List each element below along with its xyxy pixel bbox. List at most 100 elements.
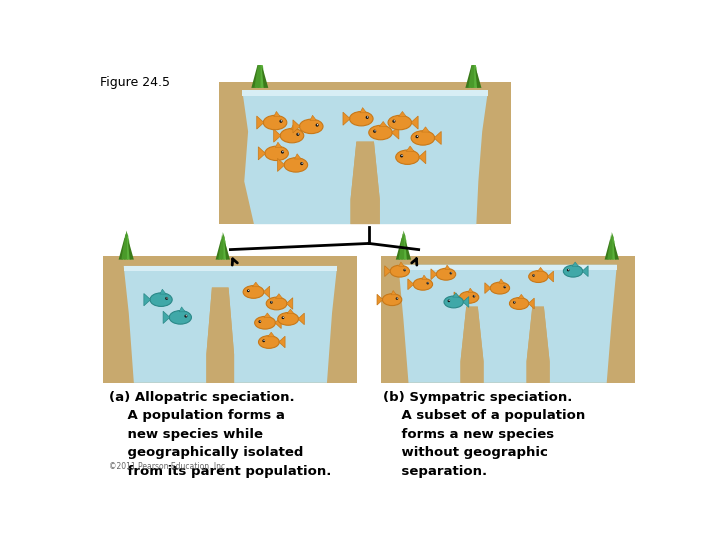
Polygon shape (461, 307, 484, 383)
Polygon shape (122, 233, 127, 260)
Circle shape (397, 298, 398, 299)
Text: ©2011 Pearson Education, Inc.: ©2011 Pearson Education, Inc. (109, 462, 228, 471)
Circle shape (282, 151, 284, 152)
Circle shape (258, 320, 261, 323)
Ellipse shape (563, 265, 582, 277)
Polygon shape (124, 266, 337, 383)
Circle shape (166, 298, 168, 299)
Circle shape (283, 317, 284, 318)
Text: (b) Sympatric speciation.
    A subset of a population
    forms a new species
 : (b) Sympatric speciation. A subset of a … (383, 390, 585, 477)
Polygon shape (274, 129, 281, 142)
Circle shape (396, 298, 398, 300)
Ellipse shape (382, 294, 402, 306)
Polygon shape (398, 265, 617, 270)
Polygon shape (607, 235, 613, 260)
Ellipse shape (510, 298, 529, 309)
Ellipse shape (490, 282, 510, 294)
Circle shape (184, 315, 187, 318)
Polygon shape (275, 142, 282, 147)
Polygon shape (471, 57, 476, 88)
Polygon shape (287, 309, 294, 314)
Polygon shape (548, 271, 554, 282)
Polygon shape (610, 232, 613, 260)
Polygon shape (401, 231, 405, 260)
Circle shape (532, 274, 535, 277)
Polygon shape (499, 279, 504, 284)
Polygon shape (310, 115, 317, 120)
Polygon shape (242, 90, 488, 96)
Polygon shape (163, 311, 170, 323)
Circle shape (281, 151, 284, 153)
Polygon shape (418, 151, 426, 164)
Polygon shape (179, 307, 185, 312)
Polygon shape (160, 289, 166, 294)
Circle shape (448, 300, 450, 302)
Circle shape (317, 124, 318, 125)
Polygon shape (264, 313, 271, 318)
Polygon shape (276, 294, 282, 298)
Polygon shape (392, 126, 399, 139)
Polygon shape (223, 236, 228, 260)
Ellipse shape (169, 310, 192, 324)
Polygon shape (445, 265, 450, 269)
Polygon shape (422, 275, 427, 279)
Ellipse shape (390, 265, 410, 277)
Polygon shape (518, 294, 525, 299)
Polygon shape (360, 107, 366, 113)
Polygon shape (225, 241, 230, 260)
Polygon shape (475, 68, 482, 88)
Polygon shape (343, 112, 350, 125)
Polygon shape (572, 262, 578, 266)
Polygon shape (277, 158, 284, 171)
Polygon shape (279, 336, 285, 348)
Polygon shape (294, 154, 301, 159)
Polygon shape (268, 332, 274, 337)
Circle shape (513, 301, 516, 303)
Circle shape (426, 282, 429, 285)
Ellipse shape (258, 336, 279, 348)
Polygon shape (215, 239, 223, 260)
Ellipse shape (436, 268, 456, 280)
Polygon shape (526, 307, 549, 383)
Circle shape (374, 130, 376, 132)
Polygon shape (207, 287, 234, 383)
Polygon shape (453, 293, 459, 297)
Polygon shape (405, 240, 411, 260)
Polygon shape (119, 238, 127, 260)
Circle shape (315, 124, 319, 127)
Ellipse shape (243, 286, 264, 298)
Circle shape (401, 155, 402, 156)
Polygon shape (261, 60, 265, 88)
Circle shape (449, 300, 450, 301)
Circle shape (400, 154, 403, 158)
Polygon shape (379, 122, 387, 127)
Polygon shape (431, 269, 437, 280)
Polygon shape (605, 239, 612, 260)
Circle shape (568, 269, 569, 271)
Polygon shape (251, 63, 260, 88)
Circle shape (279, 120, 282, 123)
Polygon shape (422, 127, 429, 132)
Polygon shape (463, 296, 469, 307)
Polygon shape (124, 231, 128, 260)
Ellipse shape (278, 313, 299, 325)
Polygon shape (252, 282, 259, 287)
Polygon shape (291, 125, 297, 130)
Polygon shape (127, 235, 131, 260)
Polygon shape (377, 294, 383, 305)
Ellipse shape (280, 129, 304, 143)
Polygon shape (399, 233, 405, 260)
Ellipse shape (349, 111, 373, 126)
Circle shape (248, 290, 249, 291)
Ellipse shape (459, 292, 479, 303)
Ellipse shape (284, 158, 307, 172)
Polygon shape (468, 60, 474, 88)
Ellipse shape (528, 271, 548, 282)
Ellipse shape (265, 146, 289, 160)
Polygon shape (293, 120, 300, 133)
Ellipse shape (411, 131, 435, 145)
Polygon shape (264, 286, 270, 298)
Ellipse shape (388, 116, 412, 130)
Circle shape (300, 162, 303, 165)
Polygon shape (242, 90, 488, 224)
